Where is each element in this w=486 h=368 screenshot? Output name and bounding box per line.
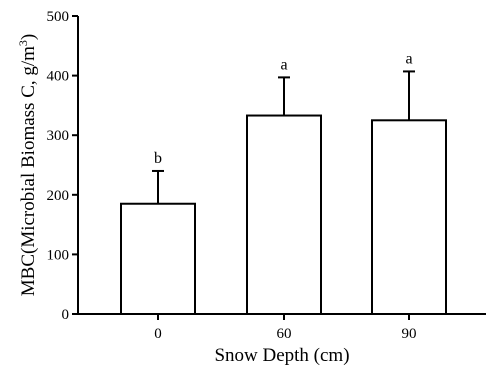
y-ticks-group: 0 100 200 300 400 500: [47, 9, 78, 323]
significance-letter: a: [405, 50, 412, 67]
y-tick-label: 300: [47, 128, 70, 144]
error-bars-group: [152, 70, 415, 204]
significance-letter: a: [280, 56, 287, 73]
bars-group: [120, 114, 447, 316]
significance-letter: b: [154, 150, 162, 167]
y-axis-label-superscript: 3: [16, 40, 30, 46]
y-tick-label: 400: [47, 69, 70, 85]
y-tick-label: 200: [47, 188, 70, 204]
x-tick-label: 0: [154, 326, 162, 342]
x-tick-label: 60: [277, 326, 292, 342]
x-tick-label: 90: [402, 326, 417, 342]
significance-letters-group: b a a: [154, 50, 413, 167]
x-axis-label: Snow Depth (cm): [214, 345, 349, 366]
y-axis-label: MBC(Microbial Biomass C, g/m3): [16, 34, 39, 297]
bar: [371, 119, 447, 315]
y-tick-label: 0: [62, 307, 70, 323]
x-ticks-group: 0 60 90: [154, 314, 417, 342]
bar: [120, 202, 196, 316]
y-tick-label: 100: [47, 247, 70, 263]
bar: [246, 114, 322, 315]
y-tick-label: 500: [47, 9, 70, 25]
